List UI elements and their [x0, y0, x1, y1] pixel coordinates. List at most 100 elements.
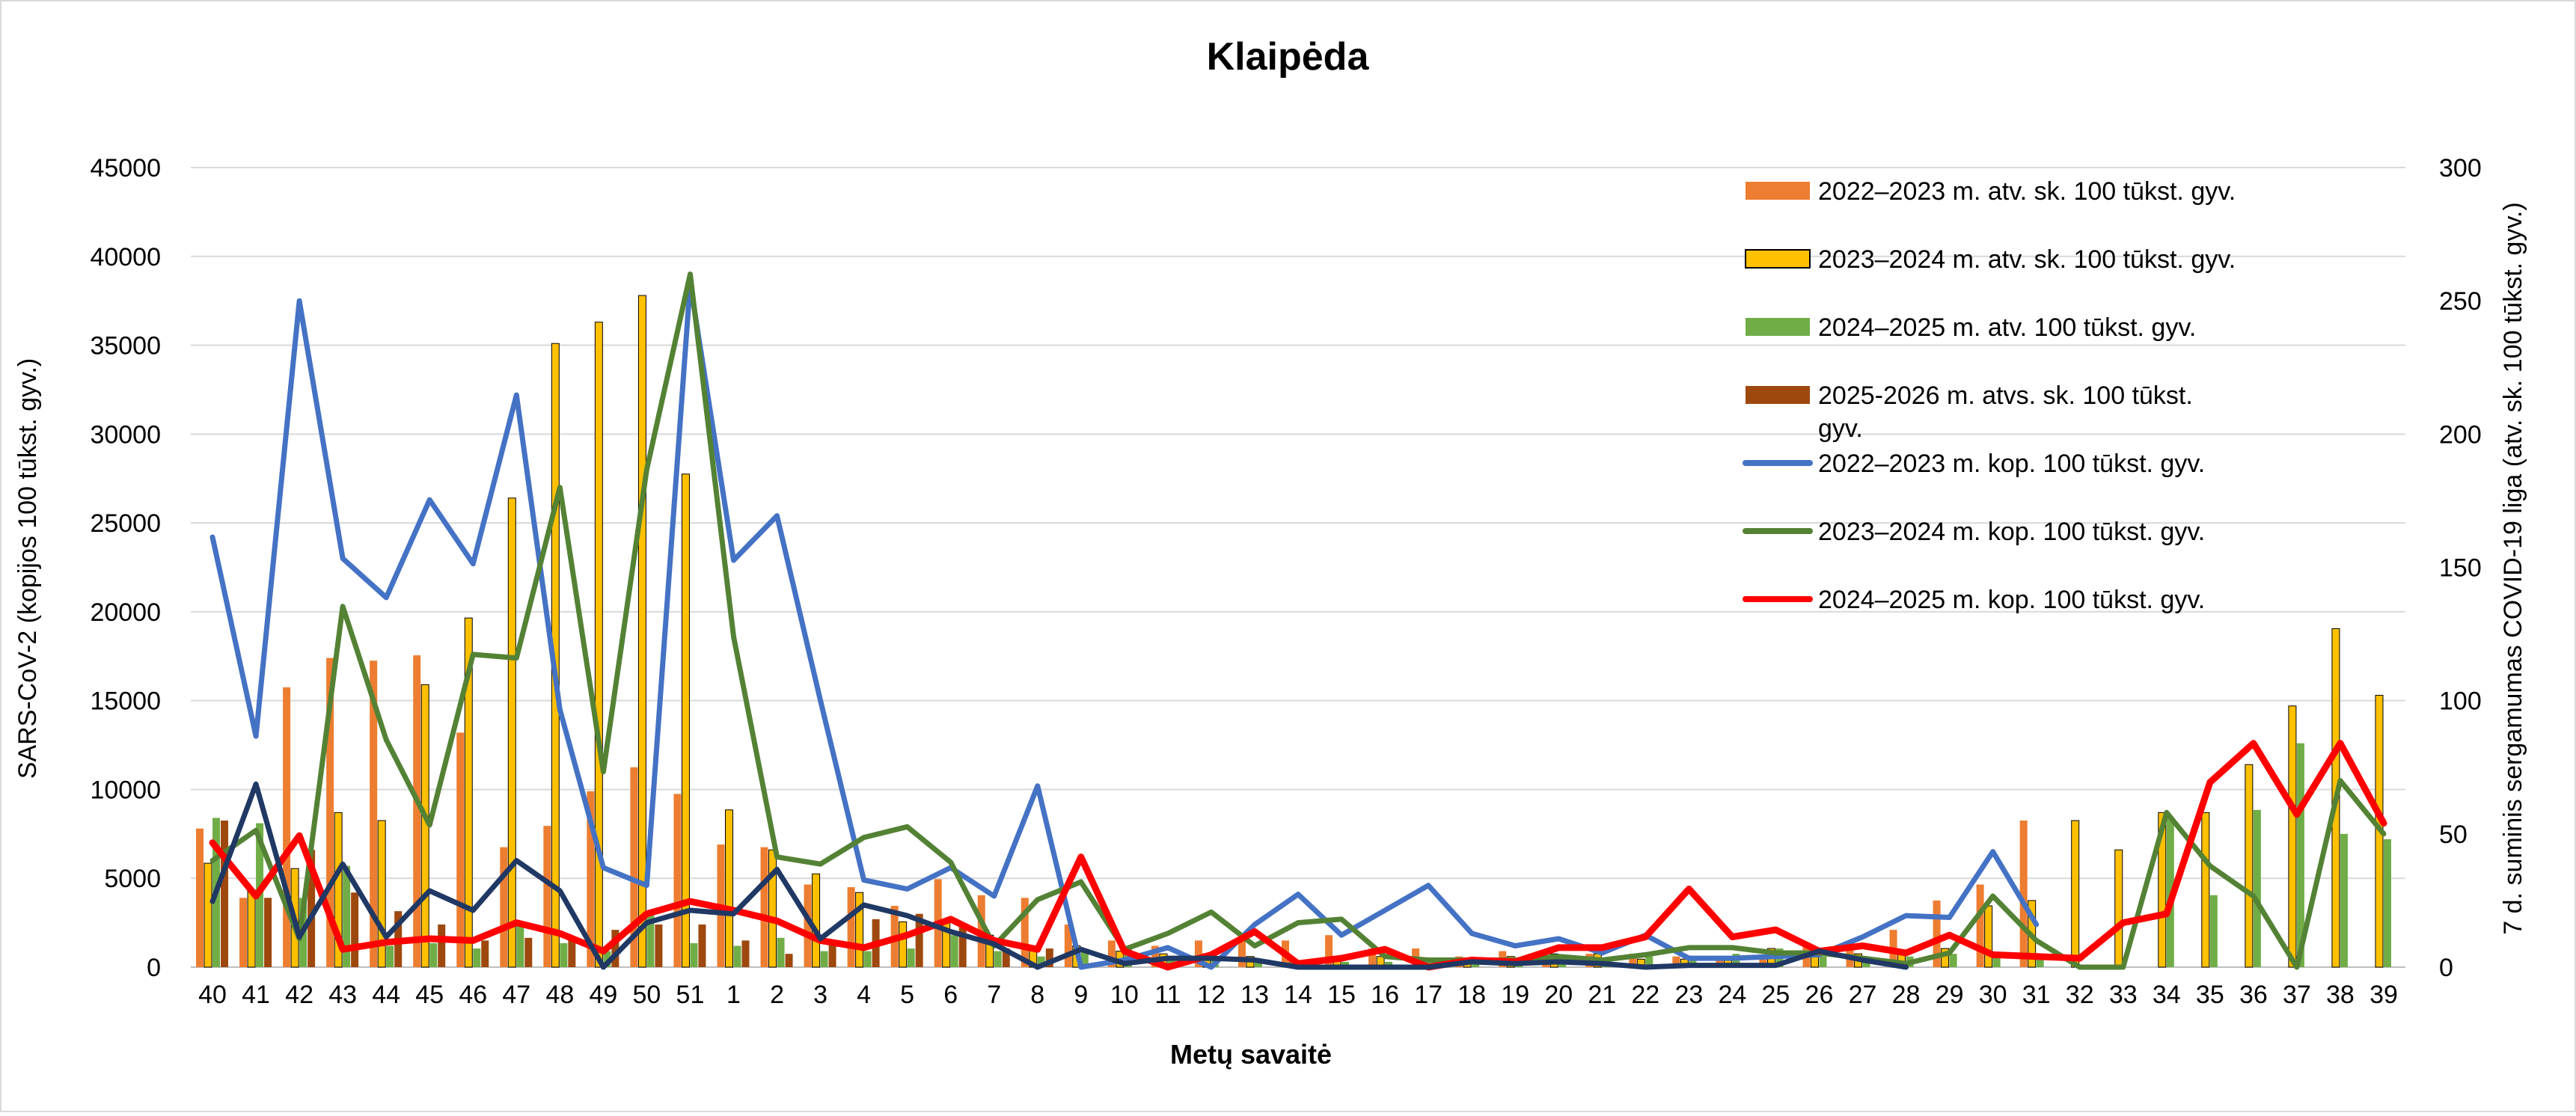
bar — [760, 847, 768, 967]
x-tick-label: 36 — [2239, 981, 2268, 1009]
x-tick-label: 42 — [285, 981, 313, 1009]
bar — [733, 945, 741, 967]
x-tick-label: 23 — [1674, 981, 1703, 1009]
legend-entry-label: 2023–2024 m. kop. 100 tūkst. gyv. — [1818, 518, 2205, 546]
bar — [377, 820, 386, 968]
bar — [1107, 940, 1116, 967]
x-tick-label: 8 — [1030, 981, 1044, 1009]
bar — [1167, 956, 1175, 967]
x-tick-label: 26 — [1805, 981, 1834, 1009]
bar — [2209, 895, 2218, 967]
series-line — [209, 740, 2387, 971]
bar — [204, 862, 212, 968]
x-tick-label: 35 — [2196, 981, 2224, 1009]
y-left-tick-label: 35000 — [90, 332, 161, 361]
bar — [2245, 764, 2254, 968]
bar — [456, 732, 465, 967]
x-tick-label: 5 — [900, 981, 914, 1009]
bar — [804, 884, 812, 967]
y-left-tick-label: 0 — [147, 954, 161, 982]
bar — [594, 322, 603, 968]
bar — [637, 295, 646, 968]
bar — [1984, 905, 1993, 968]
x-tick-label: 51 — [676, 981, 705, 1009]
x-tick-label: 43 — [328, 981, 357, 1009]
bar — [1325, 935, 1333, 967]
bar — [777, 937, 785, 967]
bar — [1151, 945, 1159, 967]
x-tick-label: 6 — [943, 981, 958, 1009]
bar — [2158, 812, 2167, 968]
y-left-tick-label: 15000 — [90, 687, 161, 716]
legend-entry-label: 2025-2026 m. atvs. sk. 100 tūkst. gyv. — [1818, 381, 2193, 443]
bar — [587, 791, 595, 967]
bar — [1021, 898, 1029, 967]
x-tick-label: 13 — [1240, 981, 1269, 1009]
bar — [2383, 838, 2391, 967]
x-tick-label: 30 — [1979, 981, 2007, 1009]
x-tick-label: 22 — [1631, 981, 1659, 1009]
bar — [950, 935, 958, 967]
bar — [1672, 956, 1680, 967]
x-tick-label: 1 — [726, 981, 741, 1009]
y-left-tick-label: 45000 — [90, 154, 161, 183]
series-line — [209, 781, 1909, 970]
bar — [239, 898, 248, 967]
y-right-tick-label: 50 — [2439, 821, 2468, 849]
x-tick-label: 49 — [589, 981, 617, 1009]
legend-swatch — [1746, 182, 1810, 200]
bar — [907, 948, 915, 967]
bar — [464, 617, 473, 968]
x-tick-label: 7 — [987, 981, 1001, 1009]
bar — [899, 921, 908, 968]
bar — [1080, 951, 1089, 967]
legend-entry-label: 2022–2023 m. atv. sk. 100 tūkst. gyv. — [1818, 177, 2236, 206]
bar — [1002, 948, 1010, 967]
bar — [500, 847, 508, 967]
bar — [370, 660, 378, 967]
bar — [334, 812, 343, 968]
legend-entry-label: 2023–2024 m. atv. sk. 100 tūkst. gyv. — [1818, 245, 2236, 274]
x-tick-label: 44 — [372, 981, 400, 1009]
x-tick-label: 34 — [2153, 981, 2181, 1009]
series-line — [209, 272, 2387, 970]
bar — [1819, 956, 1827, 967]
bar — [386, 945, 394, 967]
bar — [646, 911, 655, 967]
x-tick-label: 17 — [1414, 981, 1443, 1009]
bar — [2288, 705, 2297, 968]
y-left-tick-label: 25000 — [90, 509, 161, 538]
y-right-tick-label: 250 — [2439, 287, 2482, 316]
bar — [413, 655, 421, 967]
x-tick-label: 38 — [2326, 981, 2355, 1009]
x-tick-label: 16 — [1371, 981, 1399, 1009]
y-right-tick-label: 100 — [2439, 687, 2482, 716]
x-tick-label: 50 — [632, 981, 661, 1009]
x-tick-label: 20 — [1544, 981, 1573, 1009]
bar — [2201, 812, 2210, 968]
bar — [958, 927, 967, 967]
legend-swatch — [1746, 386, 1810, 404]
bar — [785, 954, 793, 967]
x-tick-label: 21 — [1588, 981, 1616, 1009]
bar — [994, 951, 1002, 967]
x-tick-label: 39 — [2370, 981, 2398, 1009]
x-tick-label: 27 — [1849, 981, 1877, 1009]
x-tick-label: 2 — [770, 981, 784, 1009]
bar — [326, 657, 334, 967]
x-tick-label: 41 — [242, 981, 270, 1009]
bar — [768, 849, 777, 968]
bar — [690, 942, 698, 967]
x-tick-label: 37 — [2283, 981, 2311, 1009]
bar — [524, 937, 533, 967]
bar — [247, 889, 256, 968]
bar — [855, 892, 864, 968]
x-tick-label: 25 — [1762, 981, 1790, 1009]
bar — [351, 892, 359, 967]
x-tick-label: 10 — [1110, 981, 1139, 1009]
y-right-tick-label: 300 — [2439, 154, 2482, 183]
y-right-tick-label: 0 — [2439, 954, 2453, 982]
x-tick-label: 47 — [502, 981, 530, 1009]
bar — [1045, 948, 1053, 967]
bar — [741, 940, 750, 967]
